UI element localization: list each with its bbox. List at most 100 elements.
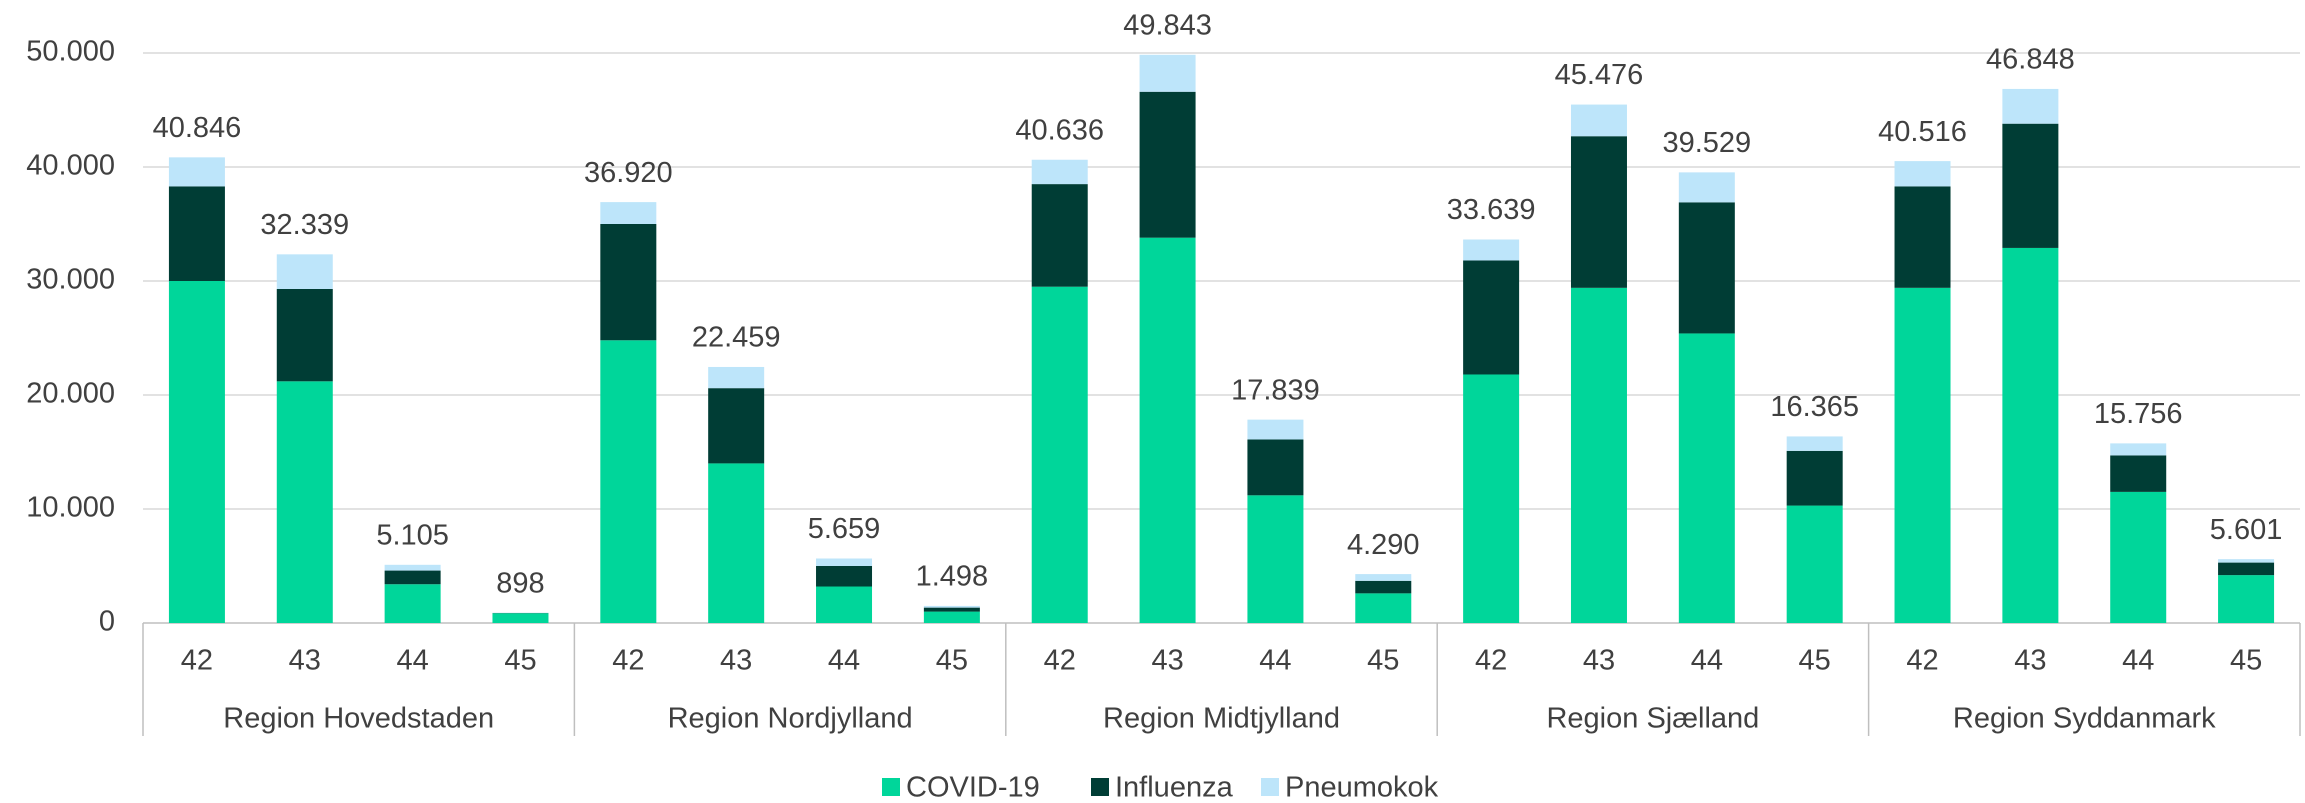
x-tick-label: 45: [1799, 645, 1831, 677]
total-label: 15.756: [2094, 398, 2183, 430]
bar-segment: [1139, 54, 1196, 92]
bar-segment: [384, 584, 441, 623]
total-label: 40.846: [153, 112, 242, 144]
x-tick-label: 43: [2014, 645, 2046, 677]
group-label: Region Syddanmark: [1953, 703, 2216, 735]
x-tick-label: 45: [936, 645, 968, 677]
bar-segment: [168, 157, 225, 187]
bar-segment: [1247, 419, 1304, 440]
group-label: Region Hovedstaden: [223, 703, 494, 735]
total-label: 49.843: [1123, 9, 1212, 41]
bar-segment: [1139, 237, 1196, 623]
bar-segment: [1570, 287, 1627, 623]
y-tick-label: 30.000: [26, 264, 115, 296]
group-label: Region Midtjylland: [1103, 703, 1340, 735]
bar-segment: [1247, 439, 1304, 496]
total-label: 17.839: [1231, 374, 1320, 406]
bar-segment: [1786, 436, 1843, 451]
bar-segment: [168, 281, 225, 623]
x-tick-label: 44: [396, 645, 428, 677]
bar-segment: [816, 586, 873, 623]
group-label: Region Nordjylland: [668, 703, 913, 735]
bar-segment: [923, 607, 980, 612]
bar-segment: [1463, 260, 1520, 375]
bar-segment: [1031, 184, 1088, 287]
bar-segment: [1031, 286, 1088, 623]
total-label: 40.636: [1015, 114, 1104, 146]
x-tick-label: 45: [2230, 645, 2262, 677]
total-label: 46.848: [1986, 44, 2075, 76]
bar-segment: [600, 224, 657, 341]
total-label: 36.920: [584, 157, 673, 189]
bar-segment: [816, 558, 873, 566]
bar-segment: [492, 613, 549, 623]
bar-segment: [384, 570, 441, 585]
bar-segment: [2218, 559, 2275, 563]
bar-segment: [708, 366, 765, 389]
y-tick-label: 10.000: [26, 492, 115, 524]
bar-segment: [1247, 495, 1304, 623]
bar-segment: [1463, 374, 1520, 623]
y-tick-label: 20.000: [26, 378, 115, 410]
x-tick-label: 43: [289, 645, 321, 677]
bar-segment: [1139, 91, 1196, 238]
x-tick-label: 45: [504, 645, 536, 677]
bar-segment: [923, 611, 980, 623]
y-tick-label: 50.000: [26, 36, 115, 68]
bar-segment: [1786, 450, 1843, 506]
legend-label: Pneumokok: [1285, 772, 1439, 803]
bar-segment: [1463, 239, 1520, 261]
group-label: Region Sjælland: [1546, 703, 1759, 735]
bar-segment: [1786, 505, 1843, 623]
bar-segment: [1355, 580, 1412, 594]
bar-segment: [1570, 136, 1627, 288]
total-label: 16.365: [1770, 391, 1859, 423]
x-tick-label: 44: [1259, 645, 1291, 677]
x-tick-label: 42: [1475, 645, 1507, 677]
total-label: 5.659: [808, 513, 881, 545]
total-label: 39.529: [1662, 127, 1751, 159]
bar-segment: [923, 605, 980, 608]
bar-segment: [708, 463, 765, 623]
total-label: 45.476: [1555, 59, 1644, 91]
bar-segment: [1678, 172, 1735, 203]
legend-swatch: [1261, 778, 1279, 796]
x-tick-label: 43: [1583, 645, 1615, 677]
total-label: 22.459: [692, 322, 781, 354]
x-tick-label: 43: [720, 645, 752, 677]
bar-segment: [1678, 202, 1735, 334]
bar-segment: [2110, 455, 2167, 492]
bar-segment: [2002, 88, 2059, 124]
x-tick-label: 45: [1367, 645, 1399, 677]
bar-segment: [708, 388, 765, 464]
bar-segment: [1678, 333, 1735, 623]
total-label: 1.498: [916, 561, 989, 593]
legend-label: Influenza: [1115, 772, 1234, 803]
total-label: 5.601: [2210, 514, 2283, 546]
bar-segment: [1355, 593, 1412, 623]
bar-segment: [2002, 123, 2059, 248]
y-tick-label: 40.000: [26, 150, 115, 182]
bar-segment: [276, 381, 333, 623]
bar-segment: [276, 254, 333, 289]
bar-segment: [1894, 161, 1951, 187]
bar-segment: [1894, 186, 1951, 288]
legend-swatch: [882, 778, 900, 796]
x-tick-label: 44: [1691, 645, 1723, 677]
bar-segment: [1570, 104, 1627, 137]
bar-segment: [2218, 575, 2275, 623]
x-tick-label: 42: [181, 645, 213, 677]
bar-segment: [2110, 443, 2167, 456]
x-tick-label: 42: [1044, 645, 1076, 677]
total-label: 898: [496, 567, 544, 599]
total-label: 5.105: [376, 519, 449, 551]
total-label: 33.639: [1447, 194, 1536, 226]
legend-swatch: [1091, 778, 1109, 796]
x-tick-label: 44: [2122, 645, 2154, 677]
bar-segment: [600, 340, 657, 623]
total-label: 4.290: [1347, 529, 1420, 561]
bar-segment: [384, 564, 441, 571]
x-tick-label: 42: [612, 645, 644, 677]
bar-segment: [2002, 247, 2059, 623]
